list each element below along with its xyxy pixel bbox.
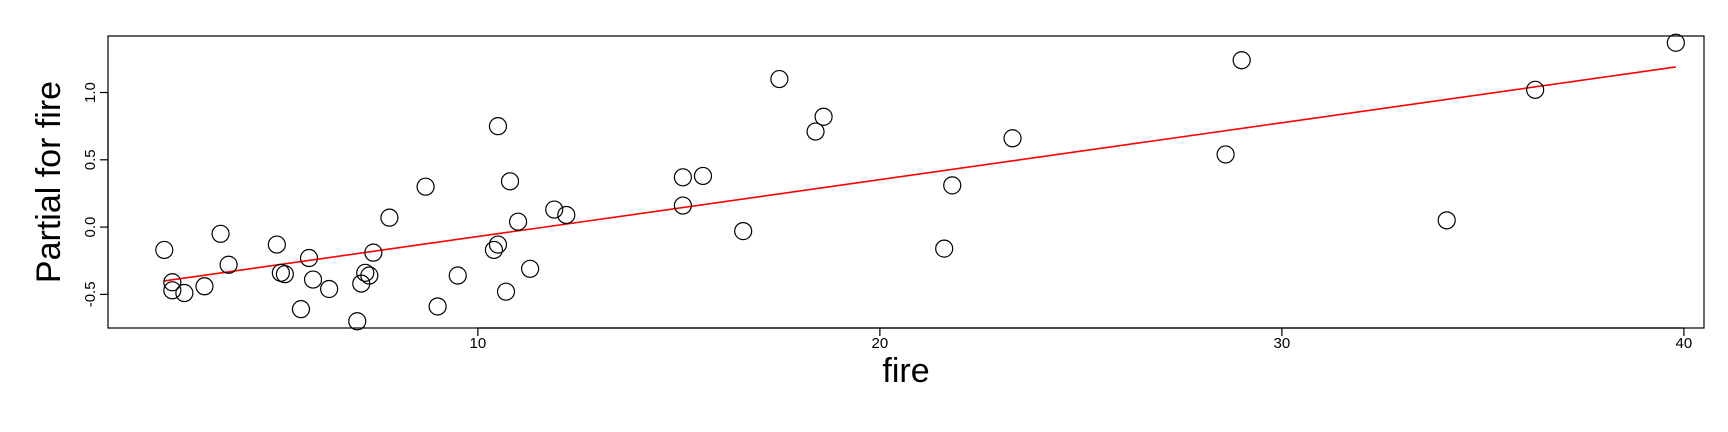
data-point [219, 255, 238, 274]
data-point [299, 248, 319, 268]
y-axis-title: Partial for fire [30, 81, 68, 283]
y-axis: -0.5 0.0 0.5 1.0 [82, 82, 109, 307]
data-point [360, 266, 379, 285]
data-point [291, 300, 311, 319]
data-point [163, 273, 182, 292]
data-point [488, 117, 508, 136]
data-point [155, 240, 174, 260]
x-tick-label: 10 [470, 335, 487, 352]
data-point [814, 107, 833, 126]
data-point [1232, 51, 1251, 70]
y-tick-label: 1.0 [82, 82, 99, 103]
y-tick-label: 0.5 [82, 149, 99, 170]
data-point [673, 196, 692, 215]
data-point [416, 177, 435, 196]
data-point [673, 168, 692, 187]
data-point [545, 200, 564, 219]
data-point [1216, 145, 1235, 164]
data-point [557, 205, 576, 225]
data-point [175, 283, 194, 303]
data-point [163, 281, 182, 300]
y-tick-label: 0.0 [82, 217, 99, 238]
data-point [348, 312, 367, 331]
data-point [1666, 33, 1685, 52]
data-point [1003, 129, 1022, 148]
x-tick-label: 40 [1676, 335, 1693, 352]
data-point [320, 279, 339, 299]
data-point [364, 243, 383, 262]
fit-line [164, 66, 1676, 282]
data-point [211, 224, 230, 243]
x-tick-label: 30 [1274, 335, 1291, 352]
data-point [496, 282, 516, 301]
data-point [356, 263, 375, 282]
plot-frame [107, 35, 1705, 329]
data-point [693, 166, 713, 186]
data-point [508, 212, 528, 231]
data-point [770, 69, 789, 89]
data-point [935, 239, 954, 258]
x-axis-title: fire [882, 352, 929, 390]
points-group [155, 33, 1685, 331]
data-point [734, 222, 753, 241]
data-point [488, 235, 508, 254]
data-point [943, 176, 962, 195]
data-point [806, 122, 825, 141]
data-point [448, 266, 467, 285]
data-point [1437, 211, 1456, 230]
data-point [1526, 80, 1545, 99]
data-point [267, 235, 286, 254]
plot-area [107, 35, 1705, 329]
data-point [275, 265, 294, 284]
x-axis: 10 20 30 40 [470, 327, 1693, 352]
y-tick-label: -0.5 [82, 281, 99, 307]
data-point [303, 270, 323, 289]
data-point [380, 208, 399, 227]
data-point [428, 297, 447, 316]
data-point [521, 259, 540, 278]
data-point [484, 240, 504, 260]
fit-line-group [164, 66, 1676, 282]
data-point [500, 172, 520, 191]
x-tick-label: 20 [872, 335, 889, 352]
data-point [195, 277, 214, 296]
